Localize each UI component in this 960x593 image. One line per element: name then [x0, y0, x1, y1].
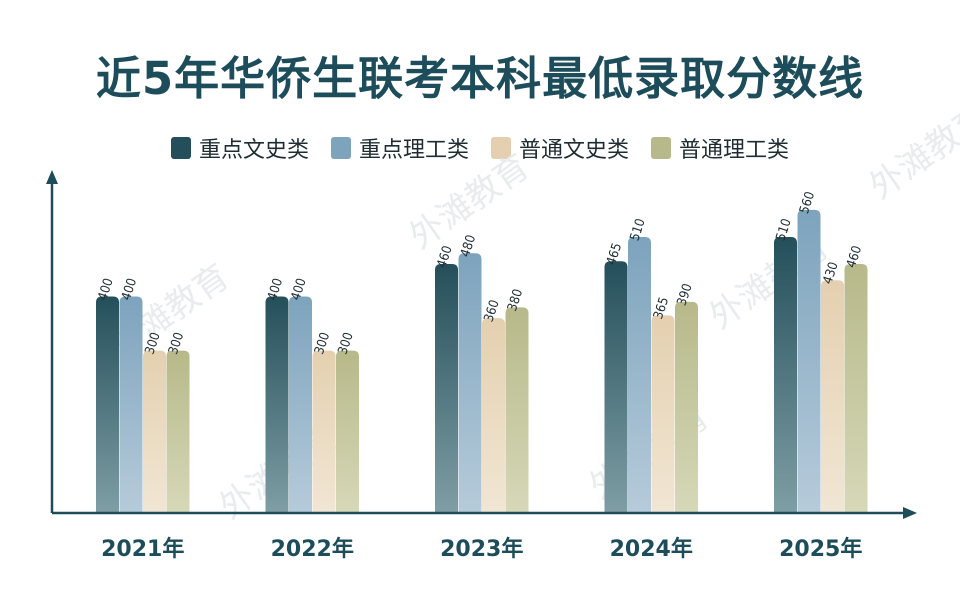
x-tick-label: 2022年	[271, 536, 354, 562]
x-axis-arrow	[903, 507, 917, 519]
bar	[774, 236, 797, 513]
x-tick-label: 2023年	[440, 536, 523, 562]
data-label: 510	[628, 217, 649, 243]
data-label: 400	[265, 276, 286, 302]
data-label: 300	[166, 331, 187, 357]
bar	[119, 296, 143, 513]
legend-label: 重点文史类	[198, 138, 309, 163]
bar	[482, 318, 505, 513]
data-label: 300	[336, 331, 357, 357]
bar	[651, 315, 675, 513]
data-label: 360	[482, 298, 503, 324]
bar	[628, 236, 651, 513]
bar	[143, 350, 166, 513]
data-label: 400	[119, 276, 140, 302]
bar	[435, 264, 458, 513]
bar	[844, 264, 868, 513]
y-axis-arrow	[46, 170, 58, 184]
bar	[797, 209, 821, 513]
x-tick-label: 2025年	[779, 536, 862, 562]
data-label: 480	[458, 233, 479, 259]
data-label: 465	[604, 241, 625, 267]
legend-item-putong-ligong: 普通理工类	[651, 132, 789, 164]
legend-label: 普通理工类	[679, 138, 790, 163]
data-label: 460	[844, 244, 865, 270]
legend-swatch	[170, 137, 191, 159]
bar	[821, 280, 844, 513]
data-label: 400	[289, 276, 310, 302]
x-tick-label: 2024年	[610, 536, 693, 562]
data-label: 390	[675, 282, 696, 308]
bar	[675, 301, 698, 513]
bar	[505, 307, 529, 513]
legend-swatch	[491, 137, 511, 159]
x-tick-label: 2021年	[101, 536, 184, 562]
data-label: 300	[143, 331, 164, 357]
legend-swatch	[330, 137, 351, 159]
bar	[289, 296, 312, 513]
data-label: 510	[774, 217, 795, 243]
chart-title: 近5年华侨生联考本科最低录取分数线	[95, 52, 865, 105]
bar	[96, 296, 119, 513]
legend-swatch	[651, 137, 672, 159]
data-label: 430	[821, 260, 842, 286]
legend-item-putong-wenshi: 普通文史类	[491, 132, 629, 164]
data-label: 380	[505, 287, 526, 313]
legend-item-zhongdian-ligong: 重点理工类	[330, 132, 469, 164]
data-label: 365	[651, 295, 672, 321]
bar	[312, 350, 336, 513]
legend: 重点文史类 重点理工类 普通文史类 普通理工类	[0, 132, 960, 164]
bar	[166, 350, 190, 513]
data-label: 300	[312, 331, 333, 357]
data-label: 400	[96, 276, 117, 302]
bar	[458, 253, 482, 513]
legend-label: 重点理工类	[358, 138, 469, 163]
bar	[336, 350, 359, 513]
bar	[265, 296, 289, 513]
watermark-text: 外滩教育	[862, 97, 960, 208]
legend-label: 普通文史类	[519, 138, 630, 163]
bar	[604, 261, 628, 513]
data-label: 460	[435, 244, 456, 270]
legend-item-zhongdian-wenshi: 重点文史类	[170, 132, 309, 164]
data-label: 560	[797, 190, 818, 216]
